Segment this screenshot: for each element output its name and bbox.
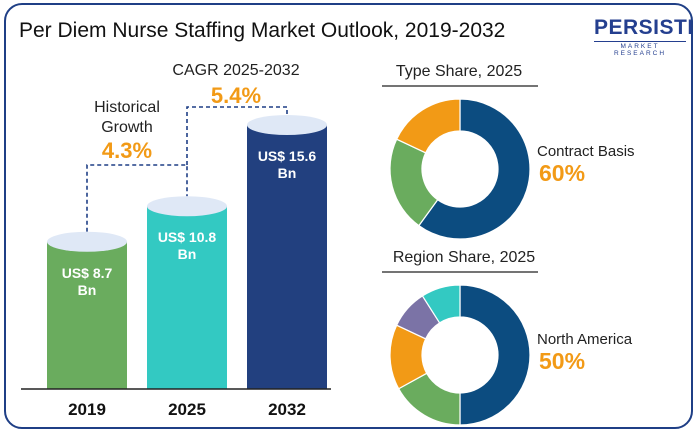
- growth-connector-lines: [86, 106, 288, 232]
- type-share-title: Type Share, 2025: [395, 63, 523, 80]
- x-tick-label: 2025: [168, 400, 206, 419]
- historical-connector: [86, 164, 188, 232]
- bar-2025: US$ 10.8 Bn: [147, 196, 227, 389]
- region-share-title-line: [382, 271, 538, 273]
- logo-tagline: MARKET RESEARCH: [594, 41, 686, 57]
- historical-growth-label: Historical Growth: [94, 99, 160, 136]
- market-size-bar-chart: US$ 8.7 Bn US$ 10.8 Bn US$ 15.6 Bn 2019 2025 20…: [21, 106, 331, 419]
- bar-top-cap: [47, 231, 127, 252]
- region-share-donut: [389, 284, 531, 426]
- bar-body: [47, 241, 127, 389]
- page-title: Per Diem Nurse Staffing Market Outlook, …: [19, 19, 506, 42]
- historical-growth-value: 4.3%: [101, 138, 153, 163]
- donut-slice-1: [418, 98, 531, 240]
- type-share-title-line: [382, 85, 538, 87]
- region-share-highlight-label: North America: [537, 331, 633, 348]
- persistence-logo: PERSISTENCE MARKET RESEARCH: [594, 16, 691, 57]
- donut-slice-1: [459, 284, 531, 426]
- bar-value-label: US$ 8.7 Bn: [62, 265, 113, 298]
- type-share-highlight-label: Contract Basis: [537, 143, 635, 160]
- region-share-highlight-value: 50%: [539, 348, 586, 374]
- bar-body: [147, 206, 227, 389]
- logo-brand: PERSISTENCE: [594, 16, 691, 39]
- region-share-title: Region Share, 2025: [392, 249, 536, 266]
- donut-slice-3: [395, 98, 461, 154]
- bar-body: [247, 125, 327, 389]
- bar-2032: US$ 15.6 Bn: [247, 115, 327, 389]
- bar-top-cap: [147, 196, 227, 217]
- donut-slice-5: [421, 284, 461, 324]
- cagr-connector: [186, 106, 288, 165]
- cagr-value: 5.4%: [210, 83, 262, 108]
- x-tick-label: 2019: [68, 400, 106, 419]
- type-share-donut: [389, 98, 531, 240]
- x-tick-label: 2032: [268, 400, 306, 419]
- bar-value-label: US$ 15.6 Bn: [258, 148, 317, 181]
- cagr-label: CAGR 2025-2032: [172, 62, 300, 79]
- infographic-frame: Per Diem Nurse Staffing Market Outlook, …: [4, 3, 693, 429]
- type-share-highlight-value: 60%: [539, 160, 586, 186]
- bar-top-cap: [247, 115, 327, 135]
- bar-2019: US$ 8.7 Bn: [47, 231, 127, 389]
- bar-value-label: US$ 10.8 Bn: [158, 229, 217, 262]
